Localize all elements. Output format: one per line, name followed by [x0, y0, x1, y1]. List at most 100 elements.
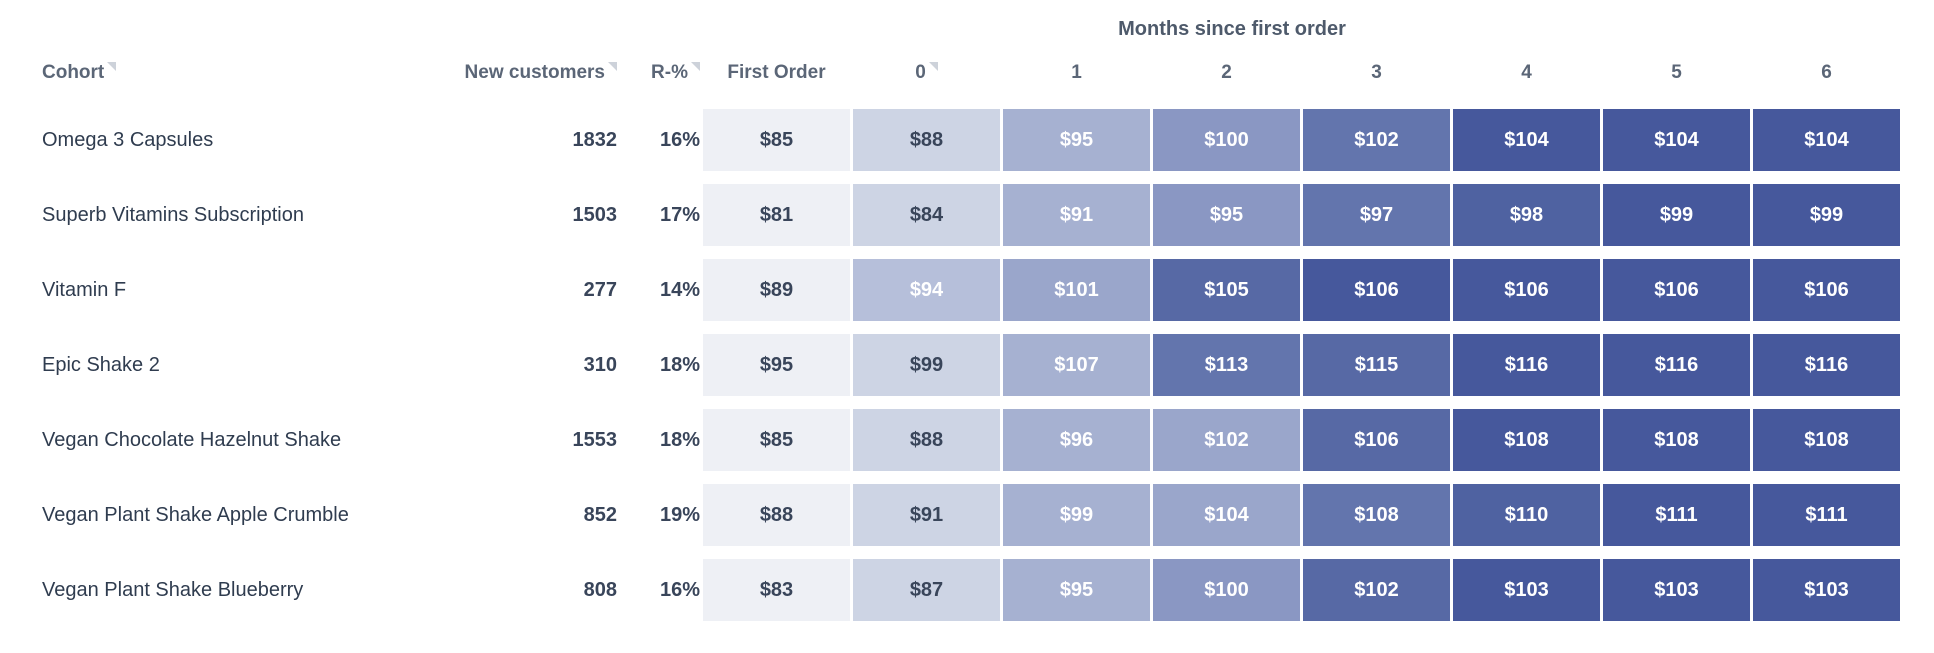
heatmap-cell-month-1: $96	[1003, 409, 1150, 471]
heatmap-cell-month-0: $88	[853, 409, 1000, 471]
column-header-month-0[interactable]: 0	[853, 50, 1000, 96]
column-header-cohort[interactable]: Cohort	[42, 50, 432, 96]
heatmap-cell-month-6: $104	[1753, 109, 1900, 171]
cohort-name: Epic Shake 2	[42, 353, 160, 376]
column-header-month-2: 2	[1153, 50, 1300, 96]
heatmap-cell-month-3: $108	[1303, 484, 1450, 546]
retention-value: 19%	[659, 503, 700, 526]
heatmap-cell-month-6: $103	[1753, 559, 1900, 621]
cohort-name: Vegan Plant Shake Apple Crumble	[42, 503, 349, 526]
column-header-label: Cohort	[42, 62, 105, 83]
column-header-month-3: 3	[1303, 50, 1450, 96]
heatmap-cell-month-2: $100	[1153, 559, 1300, 621]
months-since-first-order-title: Months since first order	[1118, 18, 1346, 40]
cohort-name: Vegan Plant Shake Blueberry	[42, 578, 304, 601]
column-header-label: 6	[1821, 62, 1832, 83]
retention-value: 16%	[659, 578, 700, 601]
retention-value: 18%	[659, 353, 700, 376]
retention-value: 17%	[659, 203, 700, 226]
heatmap-cell-month-2: $102	[1153, 409, 1300, 471]
new-customers-value: 808	[583, 578, 617, 601]
heatmap-cell-month-1: $95	[1003, 559, 1150, 621]
sort-icon	[608, 61, 617, 71]
column-header-label: 2	[1221, 62, 1232, 83]
cohort-name: Vitamin F	[42, 278, 127, 301]
heatmap-cell-month-1: $101	[1003, 259, 1150, 321]
column-header-label: 3	[1371, 62, 1382, 83]
cohort-name: Superb Vitamins Subscription	[42, 203, 304, 226]
cohort-name: Vegan Chocolate Hazelnut Shake	[42, 428, 342, 451]
new-customers-value: 310	[583, 353, 617, 376]
sort-icon	[107, 61, 117, 71]
heatmap-cell-month-3: $102	[1303, 109, 1450, 171]
cohort-name: Omega 3 Capsules	[42, 128, 214, 151]
heatmap-cell-month-0: $94	[853, 259, 1000, 321]
heatmap-cell-month-4: $104	[1453, 109, 1600, 171]
first-order-cell: $83	[703, 559, 850, 621]
heatmap-cell-month-2: $95	[1153, 184, 1300, 246]
heatmap-cell-month-4: $108	[1453, 409, 1600, 471]
first-order-cell: $89	[703, 259, 850, 321]
heatmap-cell-month-2: $113	[1153, 334, 1300, 396]
column-header-label: 0	[915, 62, 926, 83]
heatmap-cell-month-2: $104	[1153, 484, 1300, 546]
first-order-cell: $88	[703, 484, 850, 546]
sort-icon	[928, 61, 938, 71]
heatmap-cell-month-5: $99	[1603, 184, 1750, 246]
new-customers-value: 852	[583, 503, 617, 526]
heatmap-cell-month-1: $95	[1003, 109, 1150, 171]
heatmap-cell-month-0: $88	[853, 109, 1000, 171]
new-customers-value: 1832	[572, 128, 618, 151]
heatmap-cell-month-0: $99	[853, 334, 1000, 396]
heatmap-cell-month-4: $110	[1453, 484, 1600, 546]
retention-value: 18%	[659, 428, 700, 451]
heatmap-cell-month-1: $99	[1003, 484, 1150, 546]
column-header-label: 4	[1521, 62, 1532, 83]
heatmap-cell-month-3: $102	[1303, 559, 1450, 621]
heatmap-cell-month-0: $87	[853, 559, 1000, 621]
heatmap-cell-month-6: $116	[1753, 334, 1900, 396]
heatmap-cell-month-5: $116	[1603, 334, 1750, 396]
heatmap-cell-month-3: $97	[1303, 184, 1450, 246]
column-header-label: 1	[1071, 62, 1082, 83]
heatmap-cell-month-4: $98	[1453, 184, 1600, 246]
retention-value: 14%	[659, 278, 700, 301]
cohort-table: Cohort New customers R-% First Order 0 1 2 3 4 5 6…	[42, 50, 1900, 621]
heatmap-cell-month-5: $111	[1603, 484, 1750, 546]
column-header-month-4: 4	[1453, 50, 1600, 96]
heatmap-cell-month-1: $91	[1003, 184, 1150, 246]
column-header-label: R-%	[651, 62, 688, 83]
heatmap-cell-month-6: $106	[1753, 259, 1900, 321]
column-header-month-6: 6	[1753, 50, 1900, 96]
column-header-label: 5	[1671, 62, 1682, 83]
column-header-new-customers[interactable]: New customers	[435, 50, 617, 96]
heatmap-cell-month-4: $106	[1453, 259, 1600, 321]
heatmap-cell-month-2: $100	[1153, 109, 1300, 171]
heatmap-cell-month-3: $115	[1303, 334, 1450, 396]
retention-value: 16%	[659, 128, 700, 151]
heatmap-cell-month-0: $84	[853, 184, 1000, 246]
heatmap-cell-month-5: $106	[1603, 259, 1750, 321]
heatmap-cell-month-3: $106	[1303, 259, 1450, 321]
heatmap-cell-month-5: $108	[1603, 409, 1750, 471]
column-header-retention[interactable]: R-%	[620, 50, 700, 96]
column-header-month-5: 5	[1603, 50, 1750, 96]
heatmap-cell-month-4: $116	[1453, 334, 1600, 396]
first-order-cell: $85	[703, 409, 850, 471]
column-header-label: First Order	[727, 62, 826, 83]
heatmap-cell-month-2: $105	[1153, 259, 1300, 321]
heatmap-cell-month-6: $108	[1753, 409, 1900, 471]
heatmap-cell-month-6: $99	[1753, 184, 1900, 246]
column-header-month-1: 1	[1003, 50, 1150, 96]
heatmap-cell-month-5: $104	[1603, 109, 1750, 171]
new-customers-value: 1503	[572, 203, 618, 226]
heatmap-cell-month-6: $111	[1753, 484, 1900, 546]
column-header-label: New customers	[464, 62, 605, 83]
first-order-cell: $95	[703, 334, 850, 396]
heatmap-cell-month-5: $103	[1603, 559, 1750, 621]
column-header-first-order: First Order	[703, 50, 850, 96]
first-order-cell: $85	[703, 109, 850, 171]
sort-icon	[691, 61, 700, 71]
heatmap-cell-month-1: $107	[1003, 334, 1150, 396]
heatmap-cell-month-4: $103	[1453, 559, 1600, 621]
